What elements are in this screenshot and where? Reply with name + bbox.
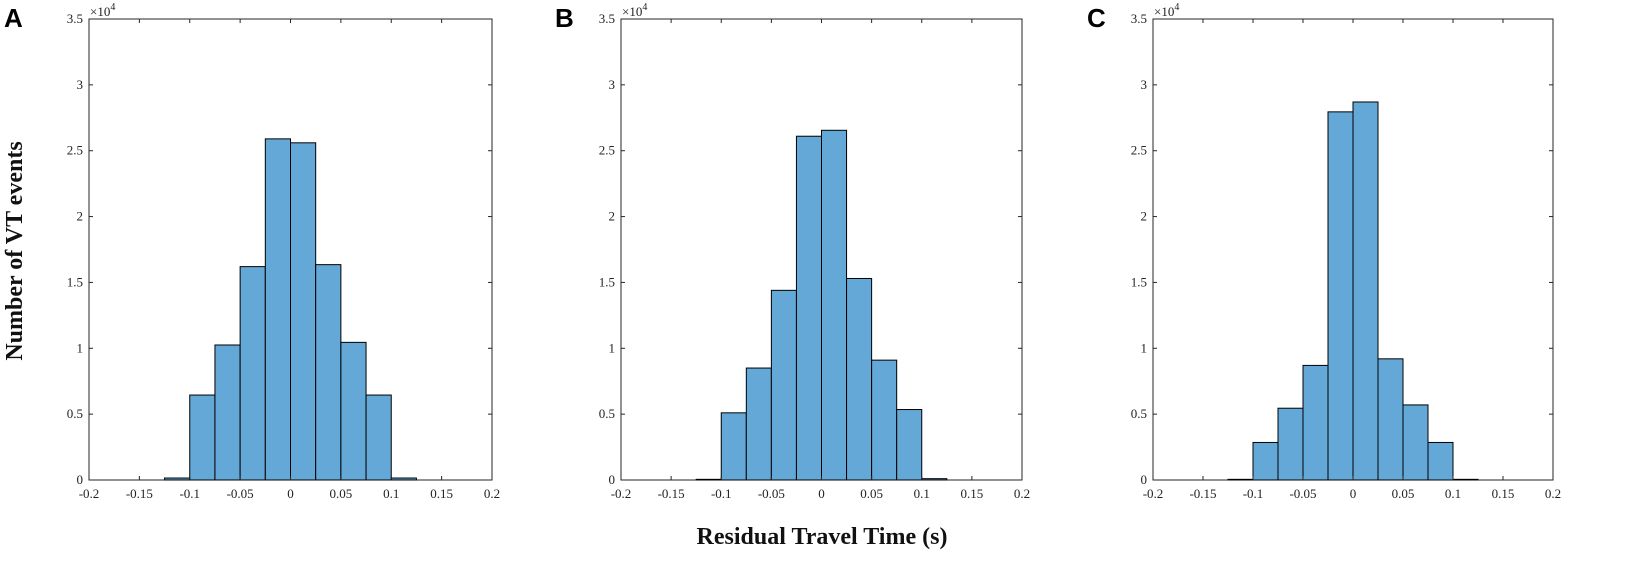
x-tick-label: -0.2 xyxy=(79,486,100,501)
y-tick-label: 3.5 xyxy=(599,11,615,26)
y-tick-label: 3 xyxy=(1141,77,1148,92)
y-tick-label: 2.5 xyxy=(67,143,83,158)
y-tick-label: 1 xyxy=(609,340,616,355)
y-multiplier-exponent: 4 xyxy=(110,2,115,13)
y-multiplier-exponent: 4 xyxy=(642,2,647,13)
x-tick-label: -0.05 xyxy=(758,486,785,501)
histogram-bar xyxy=(1302,364,1329,481)
x-tick-label: 0 xyxy=(287,486,294,501)
histogram-bar xyxy=(390,477,417,481)
y-tick-label: 2.5 xyxy=(1131,143,1147,158)
x-axis-label: Residual Travel Time (s) xyxy=(697,524,948,550)
x-tick-label: 0.1 xyxy=(914,486,930,501)
x-tick-label: 0.15 xyxy=(1492,486,1515,501)
panel-letter: B xyxy=(555,3,574,33)
y-tick-label: 0 xyxy=(77,472,84,487)
y-tick-label: 3 xyxy=(77,77,84,92)
histogram-bar xyxy=(1277,407,1304,481)
y-multiplier-label: ×104 xyxy=(622,2,647,19)
panel-a: -0.2 -0.15 -0.1 -0.05 0 0.05 0.1 0.15 0.2 0 0.5 1 1.… xyxy=(4,2,500,501)
y-multiplier-exponent: 4 xyxy=(1174,2,1179,13)
x-tick-label: -0.05 xyxy=(1289,486,1316,501)
y-tick-label: 1 xyxy=(77,340,84,355)
histogram-bar xyxy=(340,341,367,481)
histogram-bar xyxy=(1327,111,1354,481)
histogram-bar xyxy=(239,266,266,481)
histogram-bar xyxy=(795,135,822,481)
y-tick-label: 2 xyxy=(1141,209,1148,224)
x-tick-label: -0.1 xyxy=(711,486,732,501)
histogram-bar xyxy=(1427,441,1454,481)
histogram-bar xyxy=(846,277,873,481)
x-tick-label: 0.2 xyxy=(1545,486,1561,501)
histogram-bar xyxy=(1227,478,1254,481)
x-tick-label: -0.15 xyxy=(126,486,153,501)
y-tick-label: 1.5 xyxy=(1131,274,1147,289)
x-tick-label: 0 xyxy=(818,486,825,501)
x-tick-label: 0.1 xyxy=(383,486,399,501)
y-tick-label: 0.5 xyxy=(67,406,83,421)
histogram-bar xyxy=(695,478,722,481)
y-tick-label: 1 xyxy=(1141,340,1148,355)
x-tick-label: 0.05 xyxy=(1392,486,1415,501)
histogram-bar xyxy=(770,289,797,481)
y-tick-label: 2 xyxy=(77,209,84,224)
histogram-bar xyxy=(189,394,216,481)
x-tick-label: 0.05 xyxy=(330,486,353,501)
x-tick-label: -0.15 xyxy=(1189,486,1216,501)
histogram-bar xyxy=(896,409,923,481)
y-tick-label: 0 xyxy=(609,472,616,487)
histogram-bar xyxy=(821,129,848,481)
y-tick-label: 1.5 xyxy=(67,274,83,289)
x-tick-label: 0.15 xyxy=(430,486,453,501)
y-tick-label: 3.5 xyxy=(67,11,83,26)
x-tick-label: -0.2 xyxy=(1143,486,1164,501)
histogram-bar xyxy=(921,478,948,481)
panels: -0.2 -0.15 -0.1 -0.05 0 0.05 0.1 0.15 0.2 0 0.5 1 1.… xyxy=(4,2,1561,501)
y-tick-label: 0.5 xyxy=(599,406,615,421)
panel-letter: C xyxy=(1087,3,1106,33)
y-tick-label: 3 xyxy=(609,77,616,92)
histogram-bar xyxy=(164,477,191,481)
histogram-bar xyxy=(315,264,342,481)
x-tick-label: 0.05 xyxy=(860,486,883,501)
x-tick-label: -0.1 xyxy=(179,486,200,501)
y-tick-label: 0.5 xyxy=(1131,406,1147,421)
panel-letter: A xyxy=(4,3,23,33)
x-tick-label: -0.05 xyxy=(227,486,254,501)
x-tick-label: -0.2 xyxy=(611,486,632,501)
histogram-bar xyxy=(1402,404,1429,481)
x-tick-label: 0.2 xyxy=(1014,486,1030,501)
histogram-bar xyxy=(214,344,241,481)
y-multiplier-label: ×104 xyxy=(90,2,115,19)
histogram-bar xyxy=(745,367,772,481)
y-tick-label: 2.5 xyxy=(599,143,615,158)
x-tick-label: 0.1 xyxy=(1445,486,1461,501)
histogram-bar xyxy=(1252,441,1279,481)
x-tick-label: 0.2 xyxy=(484,486,500,501)
y-tick-label: 2 xyxy=(609,209,616,224)
y-axis-label: Number of VT events xyxy=(2,141,28,360)
panel-b: -0.2 -0.15 -0.1 -0.05 0 0.05 0.1 0.15 0.2 0 0.5 1 1.… xyxy=(555,2,1030,501)
y-tick-label: 0 xyxy=(1141,472,1148,487)
histogram-bar xyxy=(871,359,898,481)
y-multiplier-label: ×104 xyxy=(1154,2,1179,19)
histogram-bar xyxy=(365,394,392,481)
histogram-bar xyxy=(1452,478,1479,481)
histogram-bar xyxy=(720,412,747,481)
histogram-bar xyxy=(290,142,317,481)
x-tick-label: 0 xyxy=(1350,486,1357,501)
panel-c: -0.2 -0.15 -0.1 -0.05 0 0.05 0.1 0.15 0.2 0 0.5 1 1.… xyxy=(1087,2,1561,501)
x-tick-label: 0.15 xyxy=(961,486,984,501)
histogram-bar xyxy=(264,138,291,481)
y-tick-label: 3.5 xyxy=(1131,11,1147,26)
histogram-bar xyxy=(1377,358,1404,481)
histogram-bar xyxy=(1352,101,1379,481)
x-tick-label: -0.1 xyxy=(1243,486,1264,501)
x-tick-label: -0.15 xyxy=(658,486,685,501)
y-tick-label: 1.5 xyxy=(599,274,615,289)
